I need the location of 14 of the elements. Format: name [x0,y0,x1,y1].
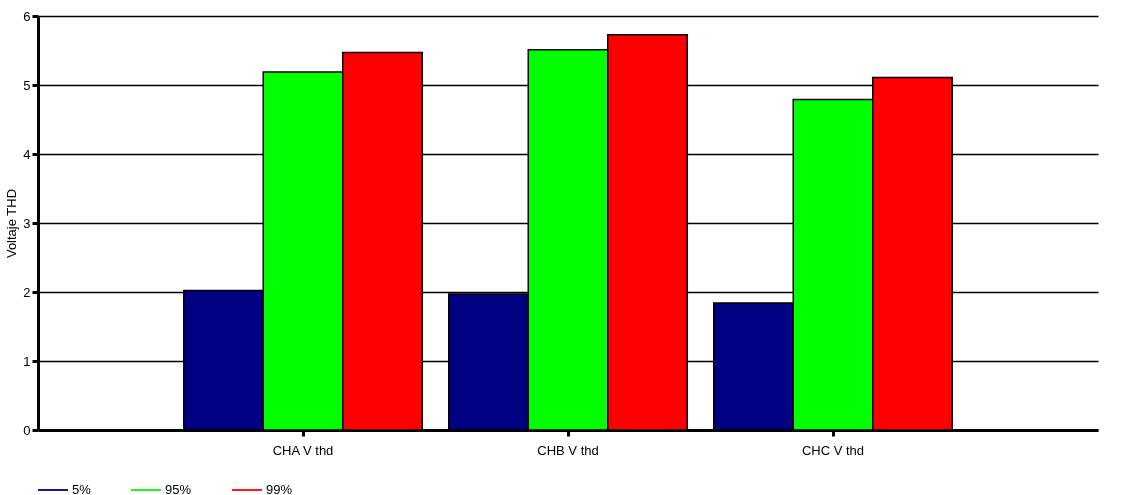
y-tick-label: 5 [23,77,31,93]
x-tick-label: CHB V thd [537,442,599,458]
legend-label: 95% [165,482,192,495]
y-tick-label: 0 [23,422,31,438]
y-tick-label: 2 [23,284,31,300]
y-axis-title: Voltaje THD [4,188,20,259]
x-tick-label: CHA V thd [272,442,334,458]
y-tick-label: 3 [23,215,31,231]
legend-label: 5% [72,482,92,495]
y-tick-label: 1 [23,353,31,369]
legend-label: 99% [266,482,293,495]
y-tick-label: 6 [23,8,31,24]
y-tick-label: 4 [23,146,31,162]
x-tick-label: CHC V thd [801,442,865,458]
